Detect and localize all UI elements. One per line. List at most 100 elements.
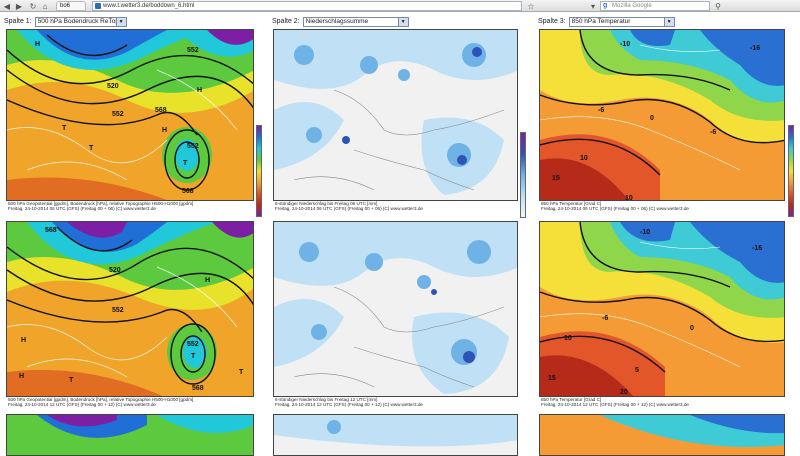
forward-icon[interactable]: ▶ — [15, 1, 23, 11]
map-caption: 850 hPa Temperatur [Grad C] Freitag, 24-… — [539, 201, 785, 217]
column-2-select[interactable]: Niederschlagssumme ▼ — [302, 16, 409, 27]
column-3-label: Spalte 3: — [538, 18, 566, 25]
browser-toolbar: ◀ ▶ ↻ ⌂ bo6 www.t.wetter3.de/boddown_6.h… — [0, 0, 800, 12]
column-3-select[interactable]: 850 hPa Temperatur ▼ — [568, 16, 675, 27]
column-2-header: Spalte 2: Niederschlagssumme ▼ — [272, 16, 409, 27]
column-3-selected: 850 hPa Temperatur — [571, 17, 631, 25]
contour-label: 552 — [187, 47, 199, 54]
map-caption: 6-stündiger Niederschlag bis Freitag 06 … — [273, 201, 518, 217]
caption-line: Freitag, 24-10-2014 12 UTC (GFS) (Freita… — [541, 402, 689, 407]
chevron-down-icon: ▼ — [397, 17, 408, 26]
low-marker: T — [89, 145, 94, 152]
chevron-down-icon: ▼ — [115, 17, 126, 26]
contour-label: 552 — [112, 307, 124, 314]
contour-label: 568 — [45, 227, 57, 234]
browser-tab[interactable]: bo6 — [56, 1, 86, 11]
contour-label: 552 — [187, 143, 199, 150]
low-marker: T — [239, 369, 244, 376]
chevron-down-icon: ▼ — [663, 17, 674, 26]
search-magnifier-icon[interactable]: ⚲ — [715, 1, 721, 11]
isotherm-label: 0 — [650, 115, 654, 122]
temperature-legend — [788, 125, 794, 217]
precipitation-map-18utc[interactable] — [273, 414, 518, 456]
isotherm-label: -10 — [640, 229, 650, 236]
url-text: www.t.wetter3.de/boddown_6.html — [103, 3, 195, 9]
caption-line: Freitag, 24-10-2014 06 UTC (GFS) (Freita… — [541, 206, 689, 211]
geopotential-legend — [256, 125, 262, 217]
temperature-map-18utc[interactable] — [539, 414, 785, 456]
contour-label: 568 — [182, 188, 194, 195]
low-marker: T — [183, 160, 188, 167]
isotherm-label: 10 — [580, 155, 588, 162]
caption-line: 6-stündiger Niederschlag bis Freitag 06 … — [275, 201, 378, 206]
column-1-selected: 500 hPa Bodendruck ReTop — [37, 17, 119, 25]
column-1-header: Spalte 1: 500 hPa Bodendruck ReTop ▼ — [4, 16, 127, 27]
contour-label: 568 — [155, 107, 167, 114]
map-caption: 6-stündiger Niederschlag bis Freitag 12 … — [273, 397, 518, 413]
caption-line: Freitag, 24-10-2014 12 UTC (GFS) (Freita… — [275, 402, 423, 407]
precipitation-legend — [520, 132, 526, 218]
low-marker: T — [62, 125, 67, 132]
isotherm-label: -16 — [752, 245, 762, 252]
temperature-map-12utc[interactable]: -10 -6 -16 0 10 5 20 15 — [539, 221, 785, 397]
temperature-map-06utc[interactable]: -10 -6 -6 -16 0 10 10 15 — [539, 29, 785, 201]
isotherm-label: 20 — [620, 389, 628, 396]
geopotential-map-12utc[interactable]: 520 552 552 568 568 H H H T T T — [6, 221, 254, 397]
isotherm-label: 15 — [548, 375, 556, 382]
low-marker: T — [191, 353, 196, 360]
contour-label: 568 — [192, 385, 204, 392]
caption-line: 850 hPa Temperatur [Grad C] — [541, 201, 602, 206]
map-caption: 850 hPa Temperatur [Grad C] Freitag, 24-… — [539, 397, 785, 413]
high-marker: H — [19, 373, 24, 380]
site-favicon-icon — [95, 3, 101, 9]
geopotential-map-06utc[interactable]: 520 552 552 552 568 568 H H H T T T — [6, 29, 254, 201]
column-2-label: Spalte 2: — [272, 18, 300, 25]
isotherm-label: 0 — [690, 325, 694, 332]
caption-line: 850 hPa Temperatur [Grad C] — [541, 397, 602, 402]
high-marker: H — [197, 87, 202, 94]
caption-line: Freitag, 24-10-2014 06 UTC (GFS) (Freita… — [275, 206, 423, 211]
caption-line: 500 hPa Geopotential [gpdm], Bodendruck … — [8, 397, 194, 402]
google-icon: g — [603, 2, 608, 9]
search-engine-icon[interactable]: ▾ — [590, 1, 595, 11]
caption-line: Freitag, 24-10-2014 12 UTC (GFS) (Freita… — [8, 402, 156, 407]
contour-label: 520 — [109, 267, 121, 274]
home-icon[interactable]: ⌂ — [42, 1, 48, 11]
high-marker: H — [162, 127, 167, 134]
column-2-selected: Niederschlagssumme — [305, 17, 369, 25]
column-1-select[interactable]: 500 hPa Bodendruck ReTop ▼ — [34, 16, 127, 27]
column-3-header: Spalte 3: 850 hPa Temperatur ▼ — [538, 16, 675, 27]
geopotential-map-18utc[interactable] — [6, 414, 254, 456]
isotherm-label: 5 — [635, 367, 639, 374]
map-caption: 500 hPa Geopotential [gpdm], Bodendruck … — [6, 201, 254, 217]
isotherm-label: 10 — [564, 335, 572, 342]
column-1-label: Spalte 1: — [4, 18, 32, 25]
contour-label: 520 — [107, 83, 119, 90]
contour-label: 552 — [187, 341, 199, 348]
search-input[interactable]: g Mozilla Google — [600, 1, 710, 11]
isotherm-label: -16 — [750, 45, 760, 52]
isotherm-label: 15 — [552, 175, 560, 182]
isotherm-label: 10 — [625, 195, 633, 201]
tab-label: bo6 — [60, 3, 71, 9]
contour-label: 552 — [112, 111, 124, 118]
caption-line: 500 hPa Geopotential [gpdm], Bodendruck … — [8, 201, 194, 206]
isotherm-label: -10 — [620, 41, 630, 48]
url-bar[interactable]: www.t.wetter3.de/boddown_6.html — [92, 1, 522, 11]
precipitation-map-12utc[interactable] — [273, 221, 518, 397]
caption-line: 6-stündiger Niederschlag bis Freitag 12 … — [275, 397, 378, 402]
high-marker: H — [205, 277, 210, 284]
low-marker: T — [69, 377, 74, 384]
isotherm-label: -6 — [602, 315, 608, 322]
isotherm-label: -6 — [598, 107, 604, 114]
isotherm-label: -6 — [710, 129, 716, 136]
caption-line: Freitag, 24-10-2014 06 UTC (GFS) (Freita… — [8, 206, 156, 211]
precipitation-map-06utc[interactable] — [273, 29, 518, 201]
bookmark-star-icon[interactable]: ☆ — [527, 1, 535, 11]
search-placeholder: Mozilla Google — [612, 3, 652, 9]
back-icon[interactable]: ◀ — [3, 1, 11, 11]
high-marker: H — [21, 337, 26, 344]
high-marker: H — [35, 41, 40, 48]
map-caption: 500 hPa Geopotential [gpdm], Bodendruck … — [6, 397, 254, 413]
reload-icon[interactable]: ↻ — [29, 1, 37, 11]
